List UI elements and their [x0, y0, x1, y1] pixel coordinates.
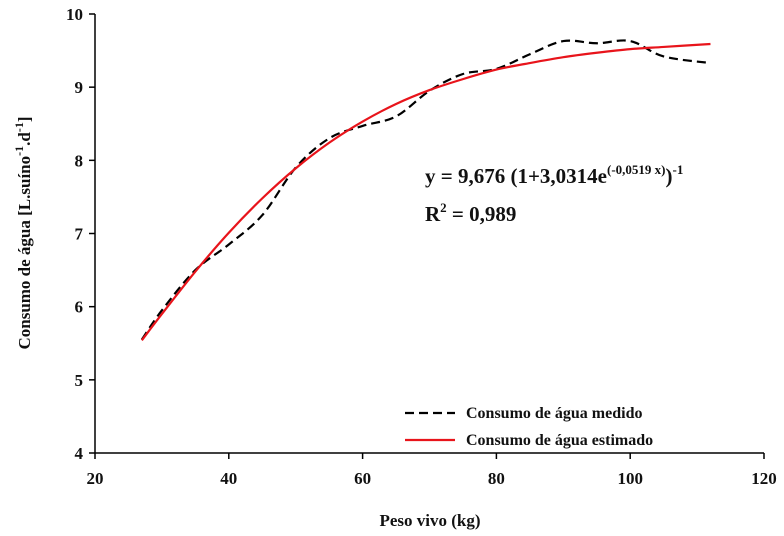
equation-part: y = 9,676 (1+3,0314e: [425, 164, 607, 188]
y-tick-label: 10: [66, 5, 83, 24]
r-squared: R2 = 0,989: [425, 200, 516, 226]
series-line: [140, 42, 711, 341]
y-tick-label: 5: [75, 371, 84, 390]
x-axis-label: Peso vivo (kg): [379, 511, 480, 530]
series-line: [140, 39, 711, 341]
x-tick-label: 120: [751, 469, 777, 488]
y-tick-label: 7: [75, 225, 84, 244]
y-label-part: ]: [15, 116, 34, 122]
x-tick-label: 100: [617, 469, 643, 488]
legend-label: Consumo de água medido: [466, 405, 642, 422]
x-tick-label: 60: [354, 469, 371, 488]
legend-label: Consumo de água estimado: [466, 432, 653, 449]
r-sup: 2: [440, 200, 447, 215]
equation-sup: (-0,0519 x): [607, 162, 666, 177]
r-part: = 0,989: [447, 202, 517, 226]
y-label-sup: -1: [12, 146, 26, 156]
equation-part: ): [666, 164, 673, 188]
y-label-part: Consumo de água [L.suíno: [15, 156, 34, 350]
y-tick-label: 6: [75, 298, 84, 317]
x-tick-label: 20: [87, 469, 104, 488]
y-label-part: .d: [15, 132, 34, 146]
y-tick-label: 4: [75, 444, 84, 463]
equation: y = 9,676 (1+3,0314e(-0,0519 x))-1: [425, 162, 683, 188]
r-part: R: [425, 202, 441, 226]
y-tick-label: 9: [75, 78, 84, 97]
x-tick-label: 40: [220, 469, 237, 488]
x-tick-label: 80: [488, 469, 505, 488]
y-tick-label: 8: [75, 151, 84, 170]
equation-sup: -1: [673, 162, 684, 177]
y-label-sup: -1: [12, 122, 26, 132]
y-axis-label: Consumo de água [L.suíno-1.d-1]: [12, 116, 34, 349]
